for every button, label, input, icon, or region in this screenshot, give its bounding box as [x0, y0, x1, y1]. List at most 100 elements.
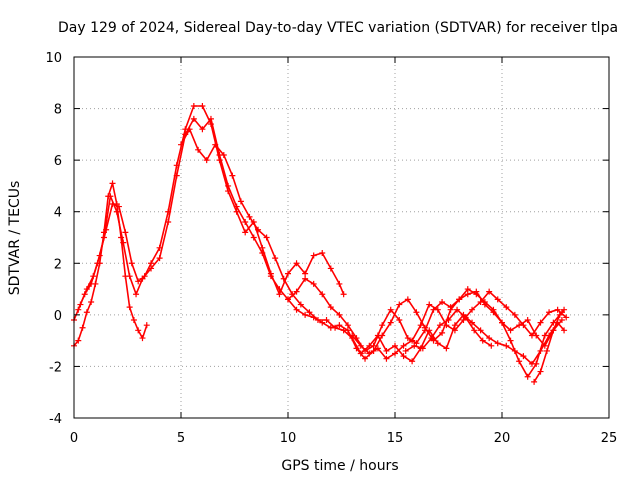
- data-point: [148, 260, 155, 267]
- data-point: [392, 342, 398, 349]
- data-point: [528, 332, 535, 339]
- data-point: [537, 347, 544, 354]
- data-point: [469, 319, 476, 326]
- x-tick-label: 10: [280, 431, 297, 446]
- data-point: [242, 219, 249, 226]
- data-point: [75, 306, 82, 313]
- data-point: [302, 311, 309, 318]
- data-point: [490, 309, 497, 316]
- data-point: [220, 151, 227, 158]
- y-tick-label: 10: [45, 51, 62, 66]
- data-point: [419, 345, 426, 352]
- data-point: [139, 335, 146, 342]
- series-line: [351, 290, 567, 360]
- data-point: [190, 102, 197, 109]
- data-point: [451, 327, 458, 334]
- data-point: [462, 314, 469, 321]
- data-point: [520, 322, 527, 329]
- data-point: [531, 378, 538, 385]
- data-point: [400, 353, 407, 360]
- series-line: [533, 308, 565, 383]
- data-point: [267, 273, 274, 280]
- data-point: [409, 358, 416, 365]
- data-point: [285, 270, 291, 277]
- data-point: [556, 311, 563, 318]
- data-point: [445, 317, 452, 324]
- data-point: [75, 337, 82, 344]
- data-point: [126, 304, 133, 311]
- data-point: [122, 229, 129, 236]
- data-point: [379, 332, 386, 339]
- data-point: [186, 126, 193, 133]
- data-point: [349, 332, 356, 339]
- data-point: [143, 322, 150, 329]
- data-point: [400, 342, 407, 349]
- data-point: [336, 311, 343, 318]
- data-point: [428, 335, 435, 342]
- series-satellite-track-7: [402, 306, 495, 354]
- y-tick-label: 8: [54, 103, 62, 118]
- data-point: [494, 296, 501, 303]
- data-point: [486, 335, 493, 342]
- data-point: [353, 345, 360, 352]
- data-point: [199, 126, 206, 133]
- x-tick-label: 0: [70, 431, 78, 446]
- data-point: [451, 322, 458, 329]
- chart-title: Day 129 of 2024, Sidereal Day-to-day VTE…: [58, 20, 618, 36]
- data-point: [362, 355, 369, 362]
- data-point: [81, 291, 88, 298]
- data-point: [319, 249, 326, 256]
- data-point: [396, 317, 403, 324]
- data-point: [507, 337, 514, 344]
- data-point: [83, 309, 90, 316]
- data-point: [543, 347, 550, 354]
- x-tick-label: 15: [387, 431, 404, 446]
- data-point: [310, 314, 317, 321]
- y-tick-label: 6: [54, 154, 62, 169]
- data-point: [541, 342, 548, 349]
- data-point: [255, 226, 262, 233]
- series-satellite-track-2: [71, 102, 347, 324]
- data-point: [520, 353, 527, 360]
- data-point: [411, 342, 418, 349]
- data-point: [276, 291, 283, 298]
- data-point: [289, 291, 296, 298]
- data-point: [404, 335, 411, 342]
- data-point: [494, 340, 501, 347]
- series-satellite-track-4: [178, 126, 568, 367]
- series-satellite-track-5: [285, 288, 565, 362]
- data-point: [310, 280, 317, 287]
- data-point: [128, 260, 135, 267]
- data-point: [233, 203, 240, 210]
- y-tick-label: 4: [54, 206, 62, 221]
- data-point: [402, 347, 409, 354]
- data-point: [113, 208, 120, 215]
- data-point: [464, 286, 471, 293]
- data-point: [436, 322, 443, 329]
- data-point: [88, 298, 95, 305]
- data-point: [237, 198, 244, 205]
- data-point: [246, 213, 253, 220]
- data-point: [340, 291, 347, 298]
- data-point: [434, 340, 441, 347]
- data-point: [396, 301, 403, 308]
- data-point: [443, 345, 450, 352]
- y-tick-label: 2: [54, 257, 62, 272]
- data-point: [383, 347, 390, 354]
- data-point: [280, 275, 287, 282]
- data-point: [259, 249, 266, 256]
- data-point: [323, 317, 330, 324]
- data-point: [88, 280, 95, 287]
- data-point: [229, 172, 236, 179]
- data-point: [79, 324, 86, 331]
- data-point: [225, 182, 232, 189]
- data-point: [477, 298, 484, 305]
- data-point: [135, 278, 142, 285]
- data-point: [242, 229, 249, 236]
- data-point: [554, 306, 561, 313]
- data-point: [178, 141, 184, 148]
- data-point: [558, 317, 565, 324]
- x-axis-label: GPS time / hours: [281, 458, 398, 474]
- data-point: [454, 306, 461, 313]
- data-point: [524, 317, 531, 324]
